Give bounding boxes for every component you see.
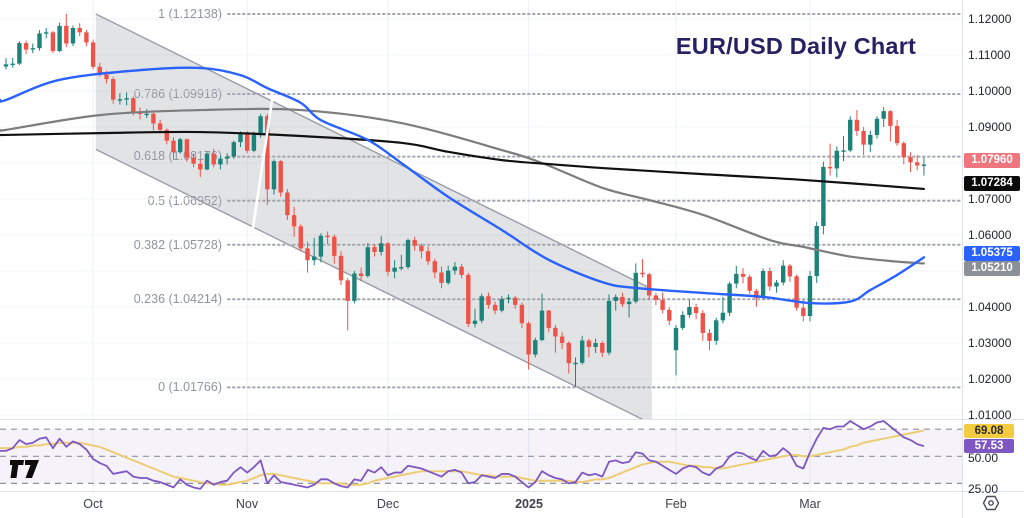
rsi-settings-gear-icon[interactable] (982, 495, 1000, 511)
tradingview-logo-icon[interactable] (10, 460, 42, 482)
